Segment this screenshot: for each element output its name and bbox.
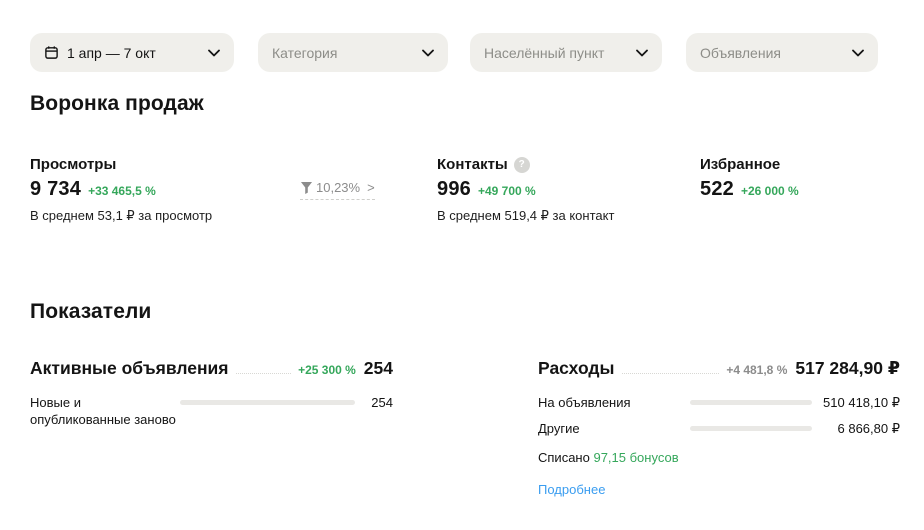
- listings-placeholder: Объявления: [700, 44, 781, 61]
- dotted-leader: [235, 373, 292, 374]
- listings-filter[interactable]: Объявления: [686, 33, 878, 72]
- calendar-icon: [44, 45, 59, 60]
- funnel-icon: [300, 181, 313, 194]
- location-filter[interactable]: Населённый пункт: [470, 33, 662, 72]
- views-subtext: В среднем 53,1 ₽ за просмотр: [30, 208, 213, 223]
- contacts-delta: +49 700 %: [477, 184, 536, 198]
- metric-contacts: Контакты ? 996 +49 700 % В среднем 519,4…: [437, 156, 614, 224]
- chevron-down-icon: [208, 49, 220, 57]
- favorites-label: Избранное: [700, 156, 781, 173]
- help-icon[interactable]: ?: [513, 156, 530, 173]
- views-value: 9 734: [30, 178, 82, 200]
- active-listings-title: Активные объявления: [30, 358, 229, 378]
- chevron-down-icon: [422, 49, 434, 57]
- active-listings-total: 254: [363, 358, 393, 378]
- active-listings-card: Активные объявления +25 300 % 254 Новые …: [30, 358, 393, 437]
- active-listings-delta: +25 300 %: [298, 363, 356, 377]
- expenses-total: 517 284,90 ₽: [795, 358, 900, 378]
- row-value: 510 418,10 ₽: [823, 395, 900, 410]
- active-listings-row-new: Новые и опубликованные заново 254: [30, 394, 393, 428]
- indicators-title: Показатели: [30, 300, 152, 323]
- location-placeholder: Населённый пункт: [484, 44, 605, 61]
- date-range-filter[interactable]: 1 апр — 7 окт: [30, 33, 234, 72]
- expenses-title: Расходы: [538, 358, 615, 378]
- chevron-down-icon: [852, 49, 864, 57]
- chevron-down-icon: [636, 49, 648, 57]
- conversion-value: 10,23%: [316, 180, 361, 195]
- details-link[interactable]: Подробнее: [538, 482, 606, 497]
- metric-favorites: Избранное 522 +26 000 %: [700, 156, 799, 201]
- contacts-label: Контакты: [437, 156, 508, 173]
- bar-track: [690, 426, 812, 431]
- row-label: Другие: [538, 421, 580, 436]
- favorites-value: 522: [700, 178, 734, 200]
- bar-track: [180, 400, 355, 405]
- row-value: 6 866,80 ₽: [837, 421, 901, 436]
- sales-funnel-title: Воронка продаж: [30, 92, 204, 115]
- contacts-value: 996: [437, 178, 471, 200]
- expenses-row-other: Другие 6 866,80 ₽: [538, 420, 900, 437]
- row-label: На объявления: [538, 395, 631, 410]
- bar-track: [690, 400, 812, 405]
- written-off-label: Списано: [538, 450, 590, 465]
- favorites-delta: +26 000 %: [740, 184, 799, 198]
- row-label: Новые и опубликованные заново: [30, 395, 176, 427]
- category-filter[interactable]: Категория: [258, 33, 448, 72]
- views-delta: +33 465,5 %: [88, 184, 156, 198]
- row-value: 254: [371, 395, 393, 410]
- chevron-right-icon: >: [367, 180, 375, 195]
- expenses-delta: +4 481,8 %: [726, 363, 788, 377]
- date-range-value: 1 апр — 7 окт: [67, 44, 156, 61]
- category-placeholder: Категория: [272, 44, 338, 61]
- metric-views: Просмотры 9 734 +33 465,5 % В среднем 53…: [30, 156, 212, 224]
- dotted-leader: [621, 373, 720, 374]
- bonuses-written-off: Списано 97,15 бонусов: [538, 450, 900, 465]
- views-to-contacts-conversion[interactable]: 10,23% >: [300, 180, 375, 200]
- contacts-subtext: В среднем 519,4 ₽ за контакт: [437, 208, 615, 223]
- expenses-row-listings: На объявления 510 418,10 ₽: [538, 394, 900, 411]
- written-off-value: 97,15 бонусов: [593, 450, 679, 465]
- views-label: Просмотры: [30, 156, 117, 173]
- expenses-card: Расходы +4 481,8 % 517 284,90 ₽ На объяв…: [538, 358, 900, 499]
